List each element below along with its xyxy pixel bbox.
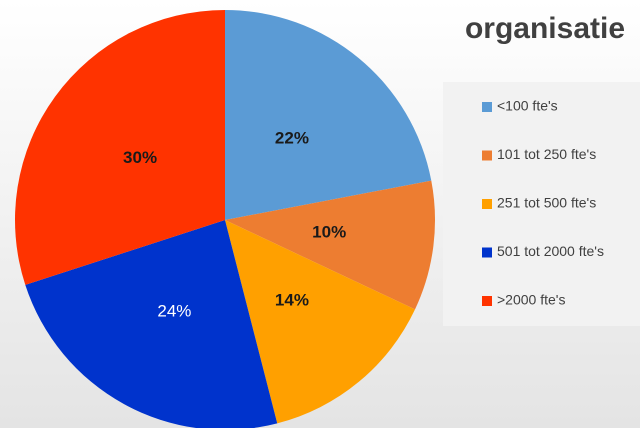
pie-slice [14,10,225,285]
legend-box [443,82,640,326]
data-label: 24% [157,301,191,320]
legend-marker [482,199,492,209]
legend: <100 fte's 101 tot 250 fte's 251 tot 500 f… [482,98,604,308]
legend-label: 101 tot 250 fte's [497,146,596,162]
chart-title: organisatie [465,12,625,45]
legend-marker [482,150,492,161]
legend-label: 251 tot 500 fte's [497,195,596,211]
pie-slice [225,220,416,424]
pie-slice [25,220,278,428]
legend-marker [482,247,492,258]
legend-label: 501 tot 2000 fte's [497,243,604,259]
data-label: 10% [312,223,346,242]
pie: 22% 10% 14% 24% 30% [14,10,436,428]
data-label: 14% [275,290,309,309]
data-label: 22% [275,129,309,148]
data-label: 30% [123,148,157,167]
legend-marker [482,296,492,306]
pie-slice [225,10,432,220]
legend-label: >2000 fte's [497,292,565,308]
legend-marker [482,102,492,112]
pie-slice [225,180,436,310]
legend-label: <100 fte's [497,98,558,114]
